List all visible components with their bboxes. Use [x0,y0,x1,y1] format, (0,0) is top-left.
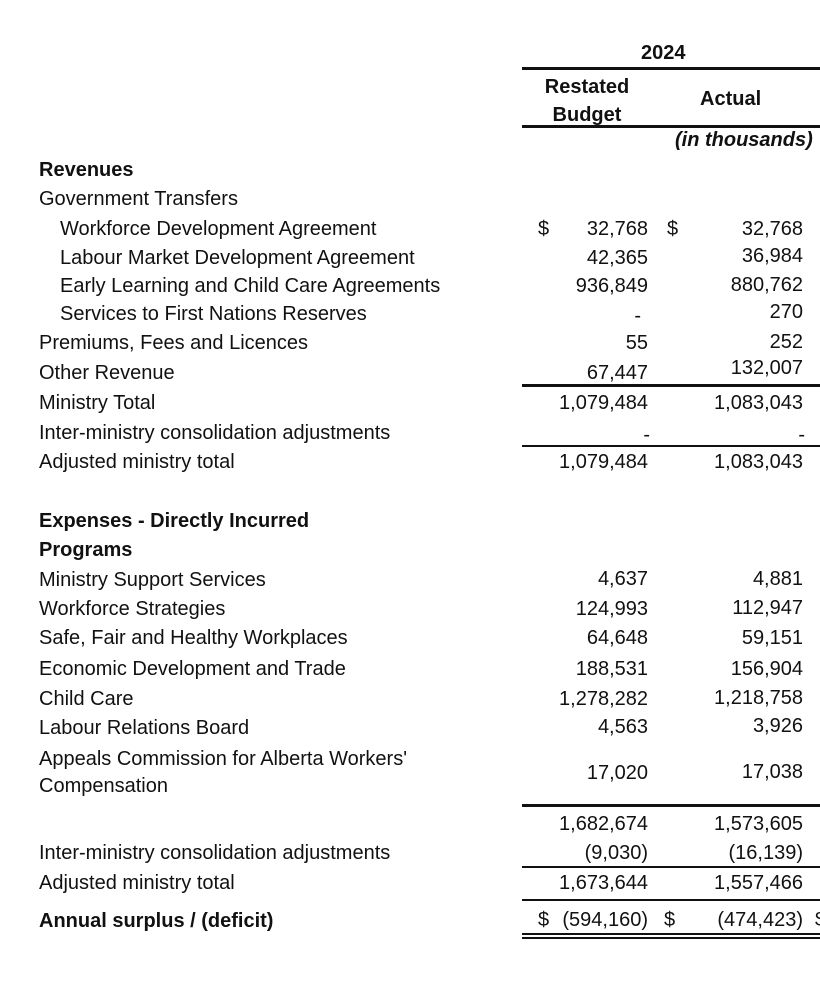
row-label: Labour Relations Board [39,717,250,739]
programs-heading: Programs [39,539,133,561]
actual-value: 1,218,758 [714,687,803,709]
budget-value: 55 [625,332,648,354]
budget-value: 42,365 [586,247,648,269]
budget-value: 1,079,484 [559,451,648,473]
row-label-line2: Compensation [39,775,168,797]
row-label: Workforce Development Agreement [60,218,377,240]
revenues-heading: Revenues [39,159,134,181]
subtotal-actual: 1,573,605 [714,813,803,835]
budget-value: 17,020 [586,762,648,784]
row-label: Ministry Support Services [39,569,266,591]
budget-value: 1,278,282 [559,688,648,710]
surplus-budget: (594,160) [562,909,648,931]
ministry-total-rule [522,384,820,387]
row-label: Labour Market Development Agreement [60,247,415,269]
budget-value: 32,768 [586,218,648,240]
budget-value: 188,531 [575,658,648,680]
actual-value: 1,083,043 [714,451,803,473]
row-label-line1: Appeals Commission for Alberta Workers' [39,748,408,770]
budget-header-line1: Restated [544,76,630,98]
row-label: Adjusted ministry total [39,451,235,473]
budget-value: 1,673,644 [559,872,648,894]
row-label: Economic Development and Trade [39,658,346,680]
currency-sign-clipped: $ [815,909,820,932]
actual-value: - [798,424,805,446]
actual-value: (16,139) [728,842,804,864]
actual-value: 270 [769,301,803,323]
budget-value: - [643,424,650,446]
budget-value: (9,030) [584,842,648,864]
expenses-adjustments-rule [522,866,820,868]
actual-value: 3,926 [752,715,803,737]
adjustments-rule [522,445,820,447]
budget-value: 64,648 [586,627,648,649]
budget-value: 936,849 [575,275,648,297]
double-rule-top [522,933,820,935]
double-rule-bottom [522,937,820,939]
row-label: Inter-ministry consolidation adjustments [39,842,391,864]
actual-value: 132,007 [730,357,803,379]
row-label: Premiums, Fees and Licences [39,332,309,354]
budget-value: 4,563 [597,716,648,738]
row-label: Other Revenue [39,362,175,384]
expenses-total-rule [522,804,820,807]
adjusted-total-rule [522,899,820,901]
currency-sign: $ [667,218,679,240]
actual-value: 59,151 [741,627,803,649]
actual-value: 880,762 [730,274,803,296]
currency-sign: $ [538,909,550,931]
budget-header: Restated Budget [522,73,652,129]
actual-value: 252 [769,331,803,353]
row-label: Child Care [39,688,134,710]
budget-value: 67,447 [586,362,648,384]
row-label: Services to First Nations Reserves [60,303,367,325]
subtotal-budget: 1,682,674 [559,813,648,835]
row-label: Safe, Fair and Healthy Workplaces [39,627,348,649]
row-label: Inter-ministry consolidation adjustments [39,422,391,444]
header-rule [522,125,820,128]
actual-value: 1,083,043 [714,392,803,414]
budget-value: 1,079,484 [559,392,648,414]
row-label: Early Learning and Child Care Agreements [60,275,441,297]
year-rule [522,67,820,70]
expenses-heading: Expenses - Directly Incurred [39,510,310,532]
currency-sign: $ [538,218,550,240]
actual-value: 1,557,466 [714,872,803,894]
actual-value: 36,984 [741,245,803,267]
gov-transfers-label: Government Transfers [39,188,238,210]
row-label: Adjusted ministry total [39,872,235,894]
budget-value: 4,637 [597,568,648,590]
actual-value: 4,881 [752,568,803,590]
row-label: Ministry Total [39,392,156,414]
year-header: 2024 [641,42,686,64]
surplus-label: Annual surplus / (deficit) [39,910,274,932]
actual-value: 156,904 [730,658,803,680]
actual-value: 112,947 [732,597,803,619]
currency-sign: $ [664,909,676,931]
budget-value: 124,993 [575,598,648,620]
budget-header-line2: Budget [552,104,622,126]
units-label: (in thousands) [675,129,813,151]
actual-value: 17,038 [741,761,803,783]
actual-header: Actual [700,88,762,110]
budget-value: - [634,305,641,327]
surplus-actual: (474,423) [717,909,803,931]
actual-value: 32,768 [741,218,803,240]
row-label: Workforce Strategies [39,598,226,620]
